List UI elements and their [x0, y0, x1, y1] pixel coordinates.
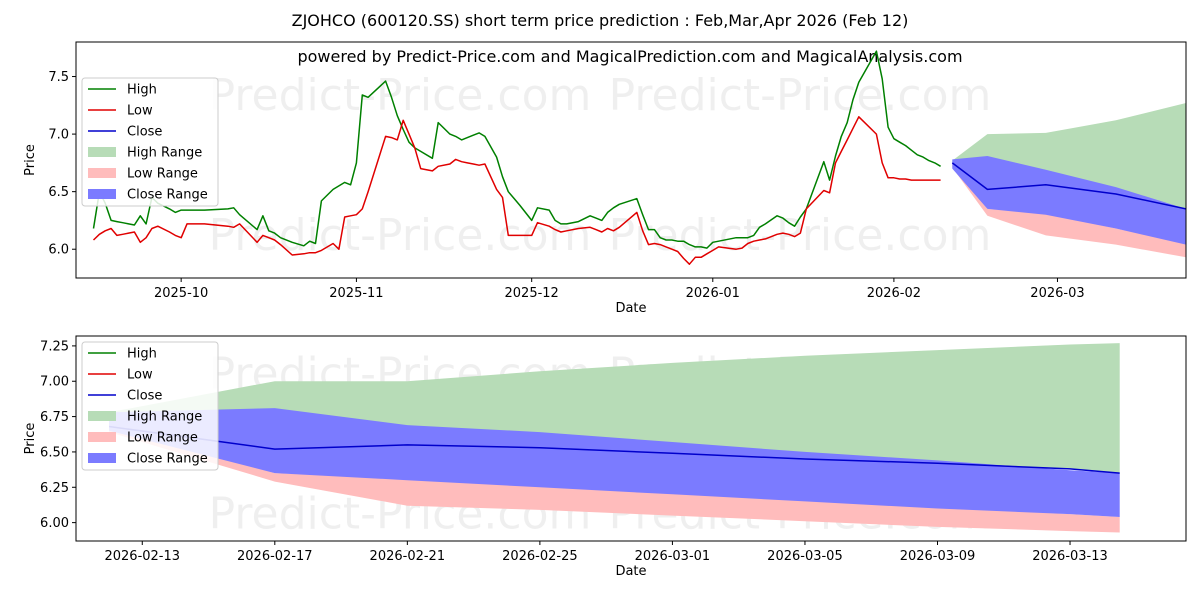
close-range-band: [109, 408, 1120, 517]
plot-frame: [75, 335, 1187, 542]
legend-label: Close: [127, 389, 162, 404]
x-tick-label: 2025-11: [329, 286, 383, 301]
y-tick-label: 6.25: [40, 481, 69, 496]
high-range-band: [952, 103, 1186, 209]
bottom-chart-panel: Predict-Price.comPredict-Price.comPredic…: [23, 335, 1187, 579]
y-tick-label: 6.0: [48, 243, 69, 258]
high-range-band: [109, 343, 1120, 474]
x-axis-label: Date: [615, 564, 646, 579]
x-tick-label: 2026-02-17: [237, 549, 313, 564]
chart-title: ZJOHCO (600120.SS) short term price pred…: [292, 11, 909, 30]
y-tick-label: 7.25: [40, 339, 69, 354]
high-series-line: [92, 50, 941, 249]
legend-swatch-patch: [88, 432, 116, 442]
x-tick-label: 2026-01: [686, 286, 740, 301]
x-tick-label: 2026-02: [867, 286, 921, 301]
x-tick-label: 2026-02-21: [370, 549, 446, 564]
legend-swatch-patch: [88, 147, 116, 157]
legend-label: High Range: [127, 146, 202, 161]
legend-label: Close: [127, 125, 162, 140]
legend-label: High Range: [127, 410, 202, 425]
legend: High Low Close High Range Low Range Close Ran…: [81, 77, 219, 207]
x-tick-label: 2026-03: [1030, 286, 1084, 301]
x-tick-label: 2026-03-13: [1032, 549, 1108, 564]
x-tick-label: 2026-03-05: [767, 549, 843, 564]
legend-label: Low: [127, 104, 153, 119]
legend-label: Low Range: [127, 431, 198, 446]
legend-label: Low: [127, 368, 153, 383]
legend-swatch-patch: [88, 411, 116, 421]
close-range-band: [952, 156, 1186, 245]
plot-area: [108, 343, 1120, 533]
y-tick-label: 6.75: [40, 410, 69, 425]
legend-swatch-patch: [88, 453, 116, 463]
legend-label: Close Range: [127, 188, 208, 203]
x-tick-label: 2026-03-01: [635, 549, 711, 564]
close-forecast-line: [951, 162, 1186, 210]
chart-subtitle: powered by Predict-Price.com and Magical…: [297, 47, 962, 66]
y-axis-label: Price: [23, 144, 38, 176]
legend-label: High: [127, 83, 157, 98]
low-range-band: [109, 423, 1120, 533]
y-tick-label: 7.00: [40, 375, 69, 390]
watermark-text: Predict-Price.com: [609, 70, 992, 121]
x-axis-label: Date: [615, 301, 646, 316]
plot-area: [92, 50, 1186, 265]
legend-label: Low Range: [127, 167, 198, 182]
watermark-text: Predict-Price.com: [209, 70, 592, 121]
legend-swatch-patch: [88, 189, 116, 199]
plot-frame: [75, 41, 1187, 279]
x-tick-label: 2025-12: [505, 286, 559, 301]
y-tick-label: 6.5: [48, 185, 69, 200]
legend: High Low Close High Range Low Range Close Ran…: [81, 341, 219, 471]
legend-swatch-patch: [88, 168, 116, 178]
top-chart-panel: Predict-Price.com Predict-Price.com Predic…: [23, 41, 1187, 316]
close-forecast-line: [108, 425, 1120, 474]
watermark-text: Predict-Price.com: [209, 210, 592, 261]
x-tick-label: 2026-03-09: [900, 549, 976, 564]
y-tick-label: 7.0: [48, 128, 69, 143]
y-tick-label: 6.00: [40, 516, 69, 531]
x-tick-label: 2025-10: [154, 286, 208, 301]
legend-label: Close Range: [127, 452, 208, 467]
x-tick-label: 2026-02-25: [502, 549, 578, 564]
y-axis-label: Price: [23, 423, 38, 455]
y-tick-label: 6.50: [40, 445, 69, 460]
low-range-band: [952, 162, 1186, 258]
legend-label: High: [127, 347, 157, 362]
x-tick-label: 2026-02-13: [104, 549, 180, 564]
watermark-group: Predict-Price.com Predict-Price.com Predic…: [209, 70, 992, 261]
low-series-line: [92, 116, 941, 265]
y-tick-label: 7.5: [48, 70, 69, 85]
